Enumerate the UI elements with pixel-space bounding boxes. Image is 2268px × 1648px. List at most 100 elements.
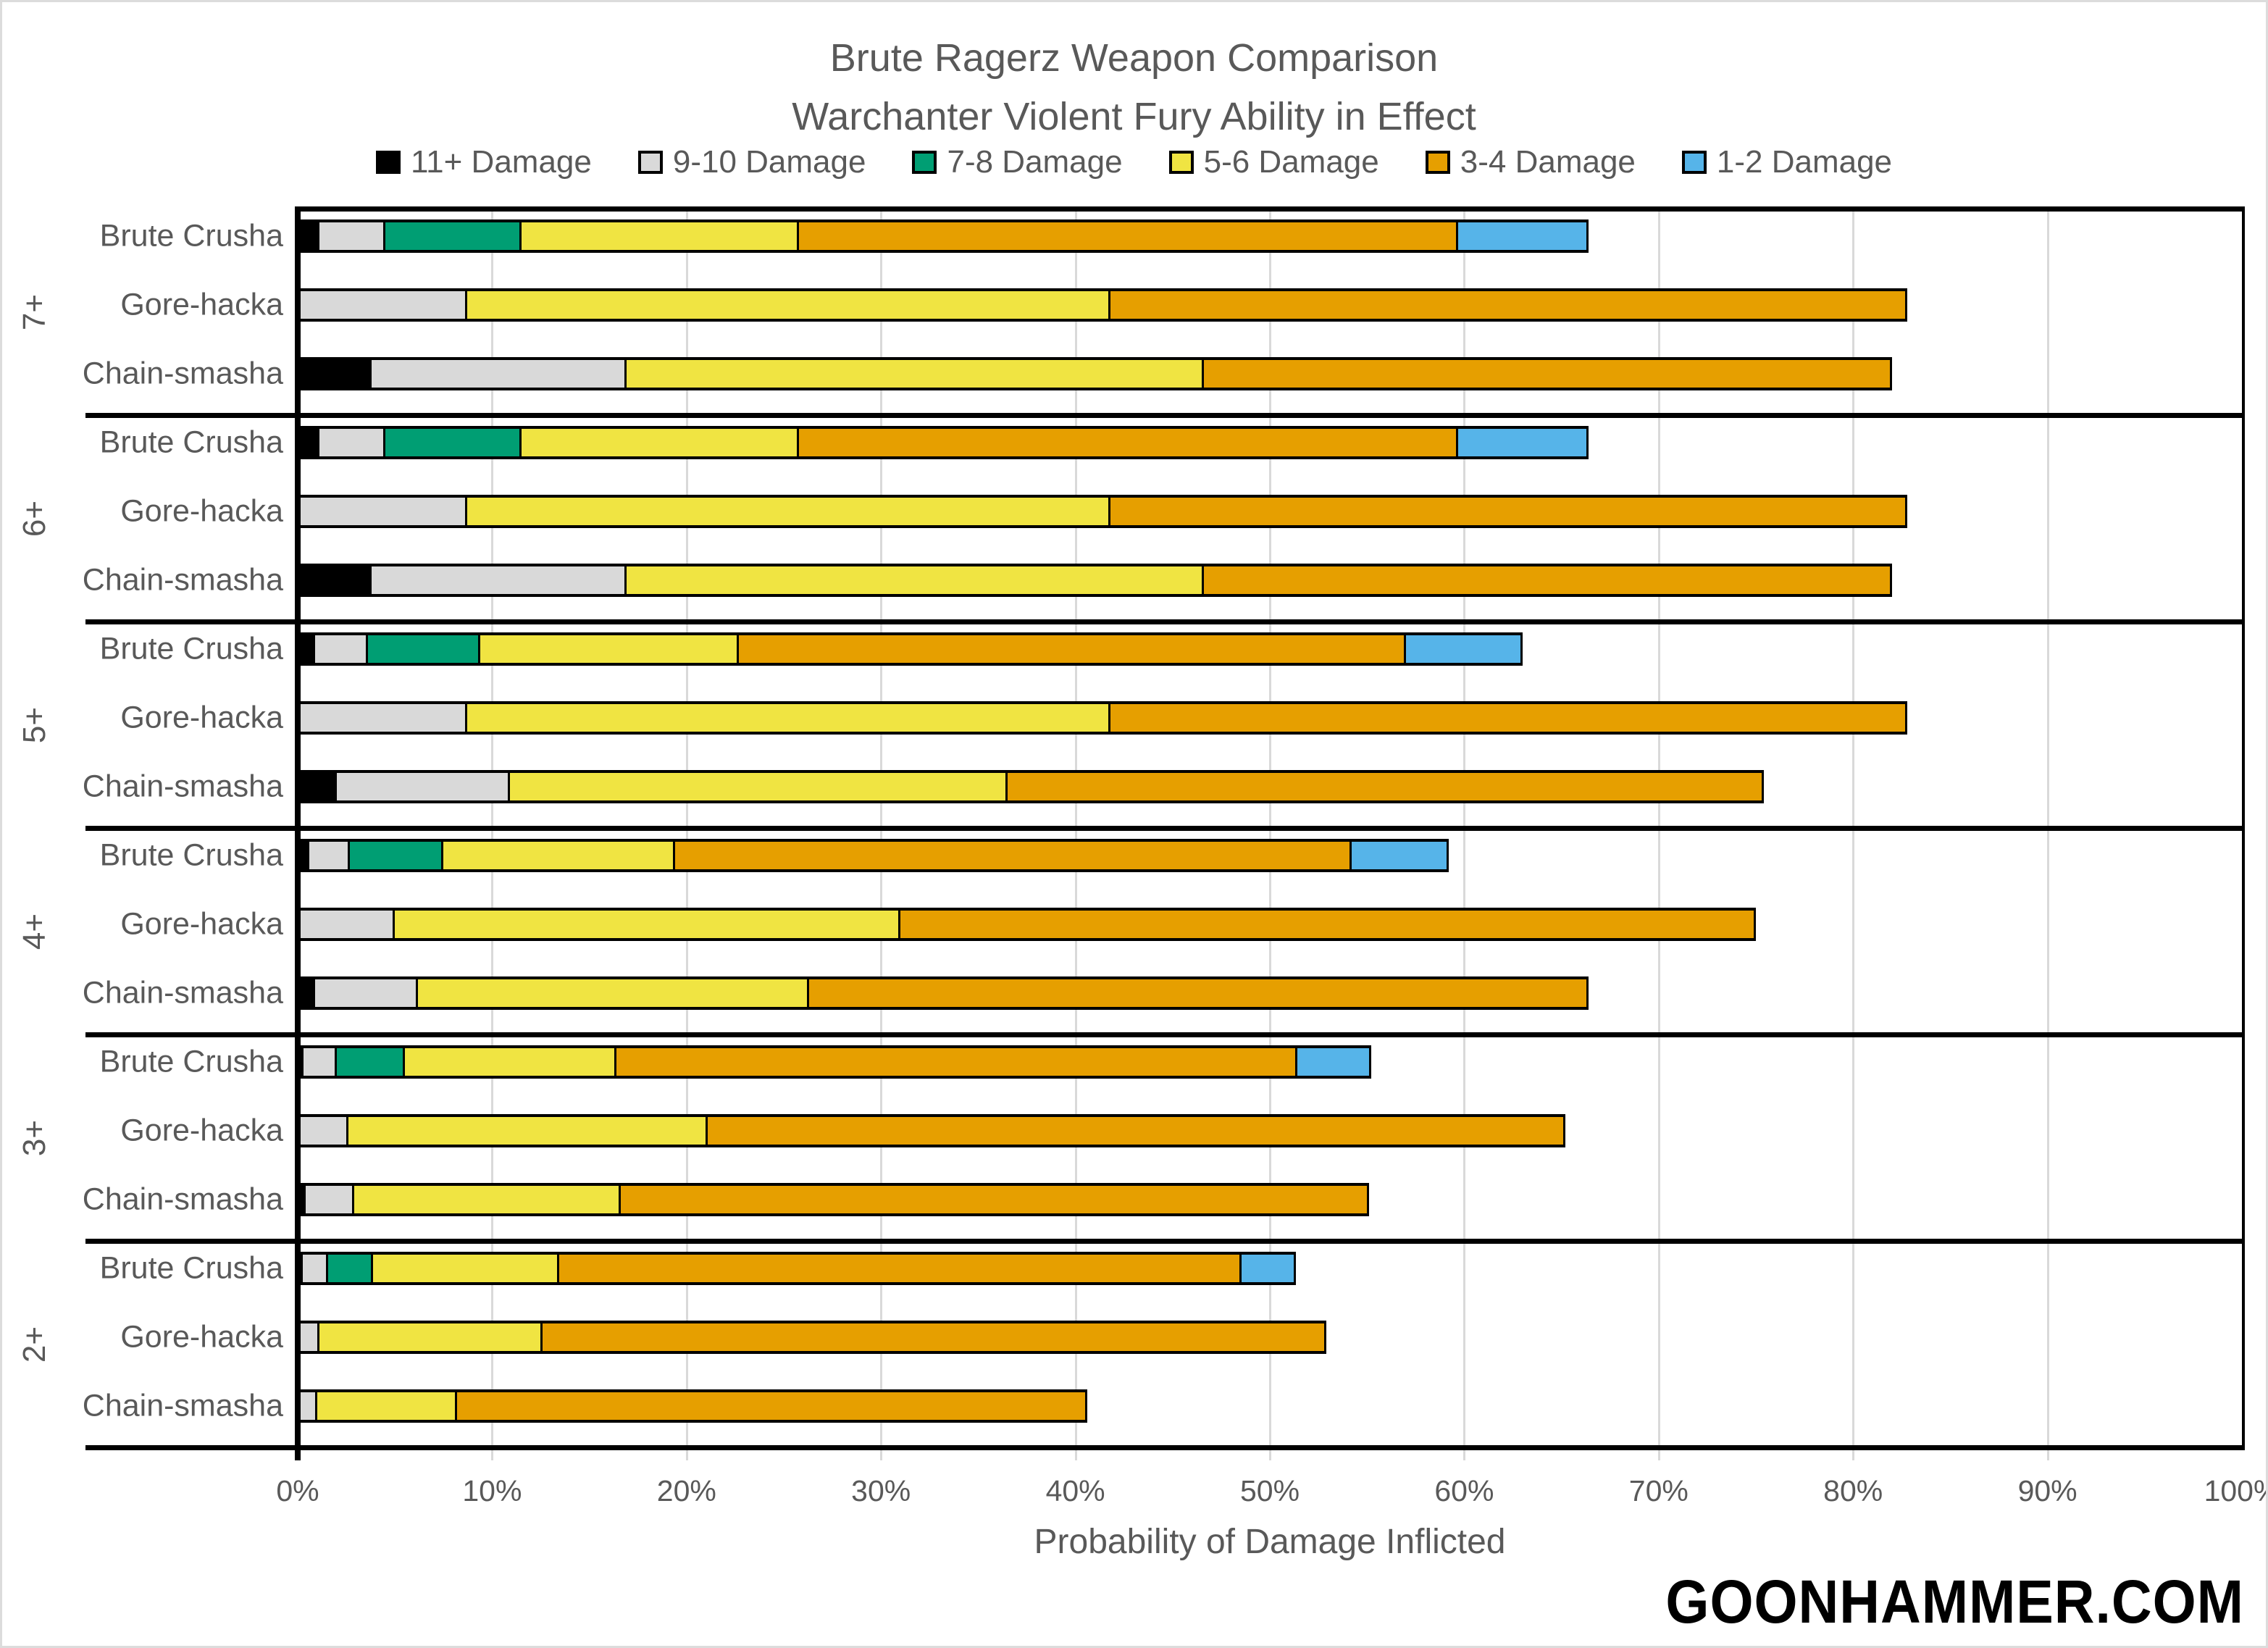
bar-segment xyxy=(559,1252,1242,1285)
bar-label: Gore-hacka xyxy=(120,700,283,735)
gridline-20pct xyxy=(685,209,688,1460)
stacked-bar xyxy=(298,839,1449,872)
bar-segment xyxy=(298,288,467,322)
bar-label: Gore-hacka xyxy=(120,1113,283,1148)
legend-label: 5-6 Damage xyxy=(1203,144,1379,180)
bar-segment xyxy=(626,564,1204,597)
bar-segment xyxy=(808,976,1589,1010)
stacked-bar xyxy=(298,1045,1371,1079)
bar-segment xyxy=(298,976,316,1010)
legend-swatch-icon xyxy=(1425,151,1450,174)
legend-swatch-icon xyxy=(1681,151,1707,174)
gridline-30pct xyxy=(880,209,883,1460)
chart-title: Brute Ragerz Weapon Comparison xyxy=(829,36,1439,80)
stacked-bar xyxy=(298,770,1764,803)
bar-segment xyxy=(298,564,372,597)
stacked-bar xyxy=(298,357,1892,390)
legend-label: 1-2 Damage xyxy=(1716,144,1893,180)
bar-segment xyxy=(298,426,319,459)
group-separator xyxy=(85,1032,2245,1037)
bar-segment xyxy=(395,908,901,941)
bar-segment xyxy=(1458,426,1589,459)
bar-label: Chain-smasha xyxy=(82,1388,283,1423)
stacked-bar xyxy=(298,219,1589,253)
bar-segment xyxy=(371,564,627,597)
legend-item-5: 3-4 Damage xyxy=(1425,144,1636,180)
stacked-bar xyxy=(298,564,1892,597)
bar-label: Chain-smasha xyxy=(82,562,283,598)
gridline-10pct xyxy=(491,209,494,1460)
bar-segment xyxy=(298,219,319,253)
bar-segment xyxy=(298,357,372,390)
chart-subtitle: Warchanter Violent Fury Ability in Effec… xyxy=(792,95,1476,138)
legend-item-1: 11+ Damage xyxy=(375,144,592,180)
legend-label: 3-4 Damage xyxy=(1460,144,1636,180)
bar-label: Brute Crusha xyxy=(99,424,283,460)
bar-label: Chain-smasha xyxy=(82,356,283,391)
bar-segment xyxy=(371,357,627,390)
stacked-bar xyxy=(298,426,1589,459)
legend-swatch-icon xyxy=(375,151,401,174)
bar-segment xyxy=(350,839,444,872)
bar-label: Gore-hacka xyxy=(120,493,283,529)
group-separator xyxy=(85,826,2245,831)
bar-segment xyxy=(1405,632,1523,666)
group-separator xyxy=(85,619,2245,624)
bar-segment xyxy=(298,1045,304,1079)
bar-segment xyxy=(298,1321,319,1354)
bar-segment xyxy=(1110,701,1908,735)
legend-swatch-icon xyxy=(1168,151,1194,174)
bar-label: Chain-smasha xyxy=(82,1181,283,1217)
bar-segment xyxy=(319,1321,543,1354)
x-tick-label: 90% xyxy=(2017,1474,2077,1507)
stacked-bar xyxy=(298,976,1589,1010)
x-axis-line xyxy=(85,1445,2245,1450)
legend-item-4: 5-6 Damage xyxy=(1168,144,1379,180)
bar-segment xyxy=(739,632,1406,666)
bar-segment xyxy=(626,357,1204,390)
x-tick-label: 80% xyxy=(1823,1474,1883,1507)
bar-segment xyxy=(327,1252,373,1285)
stacked-bar xyxy=(298,1252,1297,1285)
stacked-bar xyxy=(298,701,1908,735)
bar-segment xyxy=(372,1252,560,1285)
x-tick-label: 0% xyxy=(276,1474,319,1507)
bar-label: Chain-smasha xyxy=(82,975,283,1011)
stacked-bar xyxy=(298,1321,1326,1354)
bar-segment xyxy=(620,1183,1369,1216)
bar-segment xyxy=(367,632,481,666)
bar-segment xyxy=(509,770,1008,803)
group-separator xyxy=(295,206,2245,212)
legend: 11+ Damage 9-10 Damage 7-8 Damage 5-6 Damag… xyxy=(2,144,2266,180)
bar-segment xyxy=(298,1252,303,1285)
watermark: GOONHAMMER.COM xyxy=(1665,1568,2244,1636)
bar-segment xyxy=(466,495,1110,528)
bar-segment xyxy=(543,1321,1326,1354)
y-axis-line xyxy=(295,209,301,1460)
x-tick-label: 60% xyxy=(1434,1474,1494,1507)
bar-segment xyxy=(336,770,510,803)
bar-segment xyxy=(1007,770,1764,803)
group-separator xyxy=(85,1239,2245,1244)
bar-segment xyxy=(319,219,385,253)
x-tick-label: 20% xyxy=(656,1474,716,1507)
bar-label: Gore-hacka xyxy=(120,287,283,322)
bar-segment xyxy=(298,839,310,872)
x-tick-label: 100% xyxy=(2204,1474,2266,1507)
bar-segment xyxy=(298,770,337,803)
bar-segment xyxy=(303,1252,328,1285)
bar-segment xyxy=(298,701,467,735)
gridline-60pct xyxy=(1463,209,1466,1460)
bar-segment xyxy=(304,1045,337,1079)
legend-item-6: 1-2 Damage xyxy=(1681,144,1893,180)
stacked-bar xyxy=(298,632,1523,666)
bar-segment xyxy=(353,1183,621,1216)
bar-segment xyxy=(1203,564,1892,597)
bar-segment xyxy=(1110,495,1908,528)
bar-label: Brute Crusha xyxy=(99,218,283,254)
group-separator xyxy=(85,413,2245,418)
bar-label: Brute Crusha xyxy=(99,631,283,666)
legend-label: 7-8 Damage xyxy=(947,144,1123,180)
gridline-50pct xyxy=(1269,209,1271,1460)
stacked-bar xyxy=(298,1183,1369,1216)
